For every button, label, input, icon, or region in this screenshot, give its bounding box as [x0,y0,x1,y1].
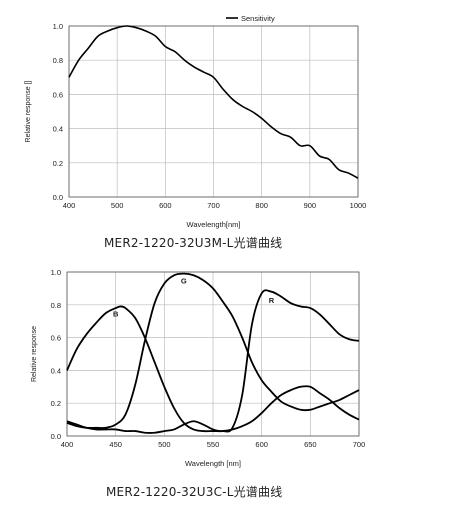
chart1-series-sensitivity-line [68,25,359,179]
chart2: 400 450 500 550 600 650 700 0.0 0.2 0.4 0.6 0.8 1.0 W… [31,268,365,468]
chart1: 400 500 600 700 800 900 1000 0.0 0.2 0.4 0.6 0.8 1.0… [25,14,366,229]
chart1-xtick-label: 900 [304,201,317,210]
chart2-ytick-label: 0.0 [51,432,61,441]
chart2-xtick-label: 450 [109,440,122,449]
chart2-xtick-label: 550 [207,440,220,449]
chart2-series-label-g: G [181,276,187,285]
chart1-ytick-label: 0.2 [53,159,63,168]
chart1-legend-label: Sensitivity [241,14,275,23]
chart1-ytick-label: 0.4 [53,125,63,134]
chart2-ytick-label: 0.8 [51,301,61,310]
chart1-ytick-label: 1.0 [53,22,63,31]
chart2-series-r-line [66,289,360,434]
chart2-frame [66,271,360,437]
chart2-xtick-label: 600 [255,440,268,449]
chart1-xtick-label: 800 [255,201,268,210]
chart2-ytick-label: 0.6 [51,334,61,343]
chart1-xtick-label: 700 [207,201,220,210]
chart2-series-g-line [66,272,360,429]
chart1-ytick-label: 0.0 [53,193,63,202]
chart1-frame [68,25,359,198]
chart1-caption: MER2-1220-32U3M-L光谱曲线 [104,236,283,250]
chart2-xtick-label: 500 [158,440,171,449]
chart1-ytick-label: 0.8 [53,56,63,65]
chart1-xtick-label: 1000 [350,201,367,210]
chart2-xtick-label: 650 [304,440,317,449]
chart2-xlabel: Wavelength [nm] [185,459,241,468]
chart2-series-label-b: B [113,309,119,318]
chart2-xtick-label: 400 [61,440,74,449]
chart2-ylabel: Relative response [31,326,38,382]
chart2-ytick-label: 1.0 [51,268,61,277]
chart1-xtick-label: 400 [63,201,76,210]
chart2-ytick-label: 0.4 [51,366,61,375]
chart2-xtick-label: 700 [353,440,366,449]
chart1-ytick-label: 0.6 [53,90,63,99]
chart1-xlabel: Wavelength[nm] [187,220,241,229]
chart1-xtick-label: 600 [159,201,172,210]
chart2-series-b-line [66,305,360,433]
chart2-caption: MER2-1220-32U3C-L光谱曲线 [106,485,283,499]
chart2-ytick-label: 0.2 [51,399,61,408]
chart1-xtick-label: 500 [111,201,124,210]
chart1-ylabel: Relative response [] [25,81,32,143]
chart2-series-label-r: R [269,296,275,305]
